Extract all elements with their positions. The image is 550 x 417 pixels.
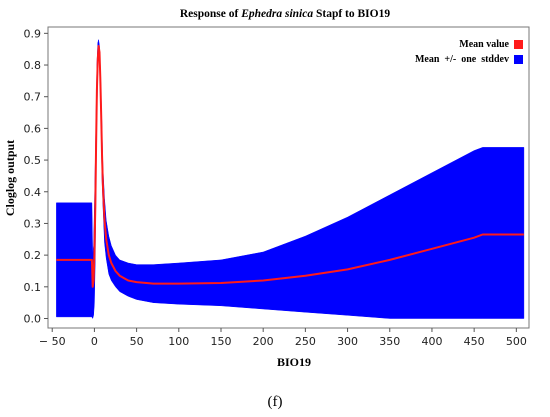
figure-caption: (f) <box>268 394 283 410</box>
y-tick-label: 0.3 <box>24 217 42 230</box>
x-tick-label: 0 <box>91 335 98 348</box>
legend: Mean value Mean +/- one stddev <box>415 39 523 65</box>
x-tick-label: 450 <box>464 335 485 348</box>
y-tick-label: 0.4 <box>24 186 42 199</box>
y-axis-ticks: 0.0 0.1 0.2 0.3 0.4 0.5 0.6 0.7 0.8 0.9 <box>24 27 48 325</box>
y-tick-label: 0.2 <box>24 249 42 262</box>
legend-mean-label: Mean value <box>459 39 509 50</box>
x-tick-label: 500 <box>506 335 527 348</box>
chart-title: Response of Ephedra sinica Stapf to BIO1… <box>180 8 390 20</box>
x-tick-label: − 50 <box>39 335 66 348</box>
x-tick-label: 400 <box>421 335 442 348</box>
y-tick-label: 0.5 <box>24 154 42 167</box>
x-tick-label: 50 <box>130 335 144 348</box>
x-tick-label: 150 <box>210 335 231 348</box>
legend-stddev-swatch <box>514 55 523 64</box>
legend-stddev-label: Mean +/- one stddev <box>415 54 509 65</box>
x-axis-ticks: − 50 0 50 100 150 200 250 300 350 400 450 500 <box>39 328 527 348</box>
y-tick-label: 0.9 <box>24 27 42 40</box>
plot-area <box>47 26 530 329</box>
x-axis-label: BIO19 <box>277 355 311 369</box>
legend-mean-swatch <box>514 40 523 49</box>
x-tick-label: 250 <box>295 335 316 348</box>
mean-line-layer <box>56 45 524 288</box>
y-tick-label: 0.8 <box>24 59 42 72</box>
y-tick-label: 0.7 <box>24 91 42 104</box>
x-tick-label: 100 <box>168 335 189 348</box>
y-tick-label: 0.6 <box>24 122 42 135</box>
x-tick-label: 300 <box>337 335 358 348</box>
x-tick-label: 200 <box>253 335 274 348</box>
y-axis-label: Cloglog output <box>3 140 17 216</box>
x-tick-label: 350 <box>379 335 400 348</box>
mean-line <box>56 45 524 288</box>
y-tick-label: 0.0 <box>24 312 42 325</box>
y-tick-label: 0.1 <box>24 281 42 294</box>
